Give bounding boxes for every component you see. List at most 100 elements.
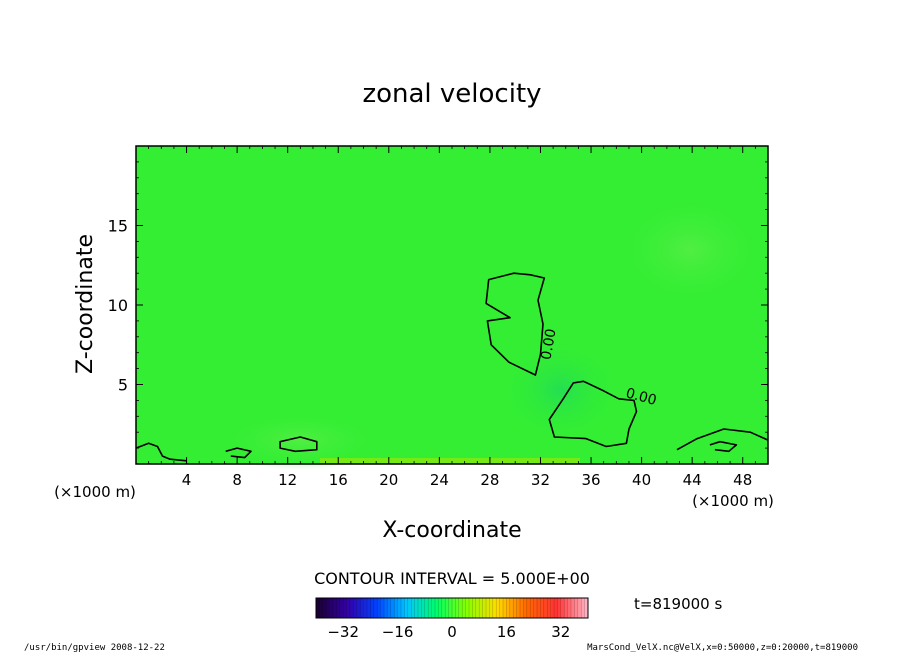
contour-small-46 [709, 440, 738, 453]
colorbar-cell [506, 598, 511, 618]
colorbar-cell [363, 598, 368, 618]
colorbar-cell [513, 598, 517, 618]
colorbar-cell [350, 598, 354, 618]
colorbar-tick-label: −32 [327, 623, 359, 641]
x-axis-label: X-coordinate [382, 518, 521, 543]
colorbar-cell [333, 598, 337, 618]
colorbar-cell [428, 598, 432, 618]
x-tick-label: 36 [581, 471, 600, 489]
colorbar-cell [526, 598, 531, 618]
colorbar-cell [380, 598, 385, 618]
colorbar-cell [360, 598, 364, 618]
colorbar-cell [472, 598, 477, 618]
colorbar-cell [530, 598, 534, 618]
time-label: t=819000 s [634, 595, 722, 613]
colorbar-cell [554, 598, 558, 618]
colorbar-cell [316, 598, 320, 618]
contour-upper-zero [485, 272, 546, 376]
colorbar-cell [435, 598, 439, 618]
colorbar-cell [418, 598, 422, 618]
x-tick-label: 8 [232, 471, 242, 489]
colorbar-cell [336, 598, 341, 618]
colorbar-cell [455, 598, 460, 618]
field-shade [610, 190, 770, 310]
colorbar-cell [421, 598, 426, 618]
colorbar-cell [414, 598, 419, 618]
contour-right-edge [676, 428, 769, 451]
colorbar-cell [523, 598, 528, 618]
colorbar-cell [424, 598, 429, 618]
colorbar-cell [465, 598, 470, 618]
contour-small-11 [279, 436, 318, 453]
colorbar-cell [547, 598, 551, 618]
x-tick-label: 24 [430, 471, 449, 489]
chart-title: zonal velocity [362, 79, 541, 109]
colorbar-cell [394, 598, 398, 618]
colorbar-cell [577, 598, 582, 618]
colorbar-cell [533, 598, 538, 618]
colorbar-cell [339, 598, 344, 618]
colorbar-cell [543, 598, 548, 618]
colorbar-cell [390, 598, 395, 618]
contour-left-edge [135, 442, 187, 462]
colorbar-cell [401, 598, 405, 618]
x-tick-label: 28 [480, 471, 499, 489]
x-tick-label: 4 [182, 471, 192, 489]
y-tick-label: 5 [118, 376, 128, 395]
y-axis: 5 10 15 [108, 161, 768, 449]
colorbar-cell [329, 598, 334, 618]
x-axis: 4 8 12 16 20 24 28 32 36 40 44 48 [148, 146, 756, 489]
colorbar-cell [373, 598, 378, 618]
colorbar-cell [489, 598, 494, 618]
footer-left: /usr/bin/gpview 2008-12-22 [24, 643, 165, 653]
colorbar-cell [431, 598, 436, 618]
colorbar-cell [397, 598, 402, 618]
colorbar-cell [537, 598, 541, 618]
colorbar-cell [377, 598, 381, 618]
colorbar-cell [550, 598, 555, 618]
colorbar-tick-label: 16 [497, 623, 516, 641]
colorbar-cell [343, 598, 347, 618]
colorbar-cell [584, 598, 589, 618]
contour-lower-zero [548, 380, 638, 448]
y-tick-label: 15 [108, 217, 128, 236]
colorbar-cell [458, 598, 463, 618]
colorbar-cell [367, 598, 371, 618]
colorbar-tick-label: 0 [447, 623, 457, 641]
x-tick-label: 16 [329, 471, 348, 489]
colorbar-cell [516, 598, 521, 618]
colorbar-cell [482, 598, 487, 618]
colorbar-cell [326, 598, 330, 618]
colorbar-cell [540, 598, 545, 618]
colorbar-tick-label: −16 [382, 623, 414, 641]
colorbar-cell [499, 598, 504, 618]
colorbar-cell [560, 598, 565, 618]
x-unit-right: (×1000 m) [692, 492, 774, 510]
x-tick-label: 44 [683, 471, 702, 489]
contour-label: 0.00 [624, 385, 658, 409]
colorbar-cell [567, 598, 572, 618]
colorbar-cell [462, 598, 466, 618]
colorbar-cell [520, 598, 524, 618]
colorbar-cell [411, 598, 415, 618]
ground-strip [320, 458, 580, 464]
colorbar-cell [475, 598, 480, 618]
colorbar-cell [469, 598, 473, 618]
colorbar-frame [315, 597, 589, 619]
colorbar-tick-label: 32 [551, 623, 570, 641]
colorbar-cell [353, 598, 358, 618]
contour-interval: CONTOUR INTERVAL = 5.000E+00 [314, 569, 590, 588]
colorbar-cell [571, 598, 575, 618]
colorbar-cell [479, 598, 483, 618]
plot-area: 0.00 0.00 [135, 145, 770, 470]
colorbar-cell [438, 598, 443, 618]
x-tick-label: 48 [733, 471, 752, 489]
colorbar-cell [384, 598, 388, 618]
colorbar-cell [448, 598, 453, 618]
colorbar [315, 597, 589, 619]
x-unit-left: (×1000 m) [54, 483, 136, 501]
colorbar-cell [322, 598, 327, 618]
colorbar-cell [503, 598, 507, 618]
field-shade [500, 340, 620, 440]
